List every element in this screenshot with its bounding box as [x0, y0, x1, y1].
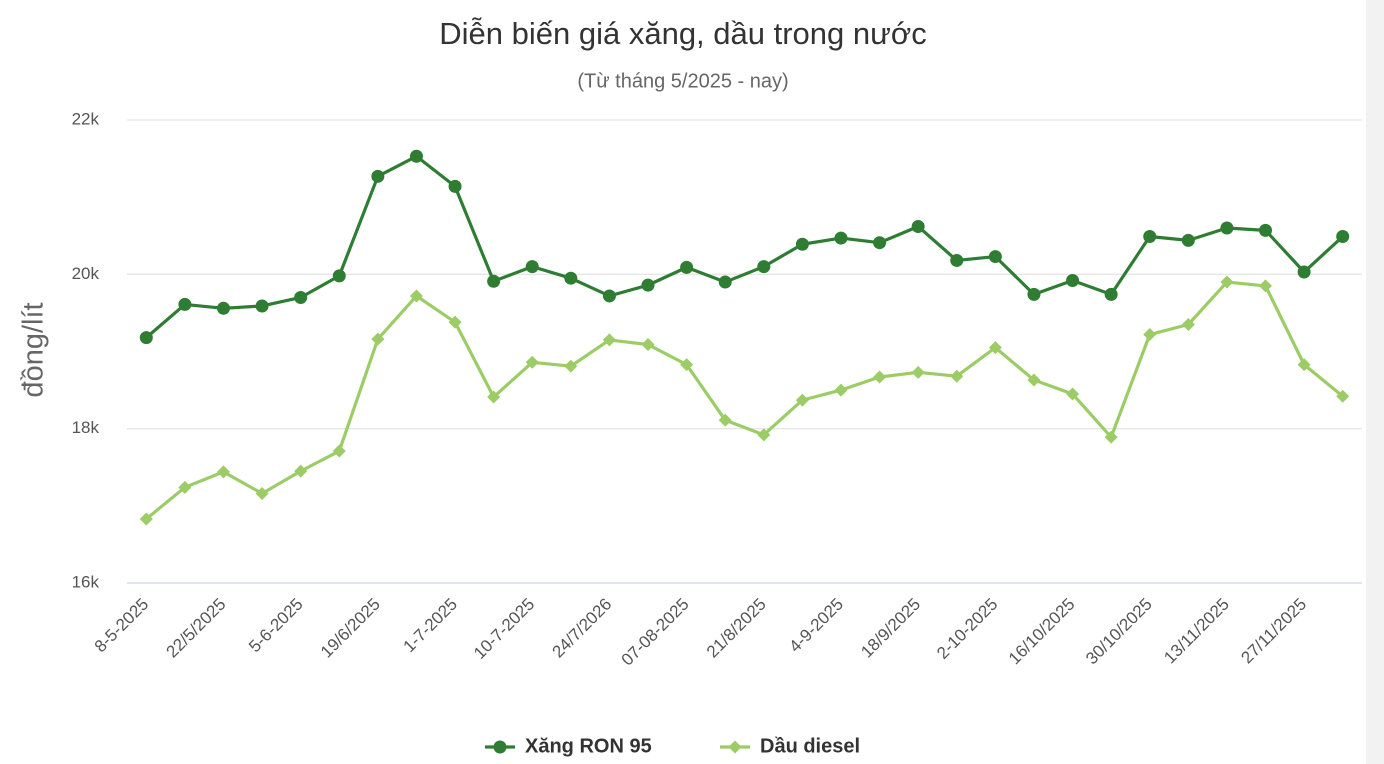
data-point — [911, 365, 925, 379]
data-point — [950, 369, 964, 383]
data-point — [757, 428, 771, 442]
data-point — [1259, 279, 1273, 293]
data-point — [602, 333, 616, 347]
data-point — [795, 393, 809, 407]
data-point — [1336, 230, 1350, 244]
data-point — [448, 315, 462, 329]
line-series — [145, 280, 1344, 521]
data-point — [178, 297, 192, 311]
data-point — [1220, 221, 1234, 235]
x-tick-label: 27/11/2025 — [1237, 595, 1310, 668]
chart-subtitle: (Từ tháng 5/2025 - nay) — [577, 70, 788, 92]
x-tick-label: 24/7/2026 — [549, 595, 616, 662]
data-point — [680, 260, 694, 274]
data-point — [1181, 233, 1195, 247]
data-point — [525, 355, 539, 369]
data-point — [1336, 389, 1350, 403]
x-tick-label: 07-08-2025 — [618, 595, 693, 670]
side-strip — [1366, 0, 1384, 764]
y-axis-label: đồng/lít — [18, 302, 50, 397]
data-point — [834, 231, 848, 245]
data-point — [988, 250, 1002, 264]
x-tick-label: 5-6-2025 — [245, 595, 307, 657]
data-point — [1297, 358, 1311, 372]
data-point — [487, 390, 501, 404]
data-point — [332, 444, 346, 458]
data-point — [1104, 430, 1118, 444]
data-point — [873, 236, 887, 250]
x-tick-label: 1-7-2025 — [399, 595, 461, 657]
data-point — [1104, 287, 1118, 301]
x-tick-label: 4-9-2025 — [785, 595, 847, 657]
y-tick-label: 22k — [72, 109, 100, 128]
data-point — [564, 359, 578, 373]
data-point — [1027, 287, 1041, 301]
data-point — [294, 464, 308, 478]
x-tick-label: 19/6/2025 — [317, 595, 384, 662]
data-point — [409, 289, 423, 303]
data-point — [728, 740, 742, 754]
data-point — [1220, 275, 1234, 289]
y-tick-label: 20k — [72, 264, 100, 283]
data-point — [178, 480, 192, 494]
data-point — [409, 149, 423, 163]
legend-label: Xăng RON 95 — [525, 735, 652, 757]
data-point — [487, 274, 501, 288]
x-tick-label: 10-7-2025 — [470, 595, 538, 663]
data-point — [1027, 373, 1041, 387]
data-point — [950, 253, 964, 267]
x-tick-label: 13/11/2025 — [1160, 595, 1233, 668]
data-point — [1066, 274, 1080, 288]
data-point — [718, 413, 732, 427]
data-point — [294, 290, 308, 304]
data-point — [1143, 230, 1157, 244]
data-point — [680, 358, 694, 372]
chart-title: Diễn biến giá xăng, dầu trong nước — [439, 16, 926, 51]
x-tick-label: 30/10/2025 — [1082, 595, 1156, 669]
data-point — [873, 370, 887, 384]
data-point — [795, 237, 809, 251]
data-point — [1066, 387, 1080, 401]
data-point — [718, 275, 732, 289]
data-point — [332, 269, 346, 283]
line-series — [145, 154, 1344, 339]
legend-label: Dầu diesel — [760, 735, 860, 757]
data-point — [448, 179, 462, 193]
data-point — [371, 169, 385, 183]
data-point — [1143, 328, 1157, 342]
x-tick-label: 16/10/2025 — [1005, 595, 1079, 669]
data-point — [493, 740, 507, 754]
data-point — [757, 260, 771, 274]
data-point — [371, 332, 385, 346]
data-point — [834, 383, 848, 397]
data-point — [139, 512, 153, 526]
data-point — [911, 219, 925, 233]
data-point — [216, 465, 230, 479]
data-point — [216, 301, 230, 315]
data-point — [139, 331, 153, 345]
data-point — [1297, 265, 1311, 279]
data-point — [641, 338, 655, 352]
data-point — [525, 260, 539, 274]
data-point — [1181, 317, 1195, 331]
x-tick-label: 22/5/2025 — [163, 595, 230, 662]
data-point — [988, 341, 1002, 355]
x-tick-label: 8-5-2025 — [91, 595, 153, 657]
data-point — [641, 278, 655, 292]
data-point — [255, 486, 269, 500]
data-point — [564, 271, 578, 285]
y-tick-label: 16k — [72, 572, 100, 591]
x-tick-label: 2-10-2025 — [933, 595, 1001, 663]
x-tick-label: 18/9/2025 — [857, 595, 924, 662]
x-tick-label: 21/8/2025 — [703, 595, 770, 662]
data-point — [1259, 223, 1273, 237]
data-point — [602, 289, 616, 303]
data-point — [255, 299, 269, 313]
y-tick-label: 18k — [72, 418, 100, 437]
